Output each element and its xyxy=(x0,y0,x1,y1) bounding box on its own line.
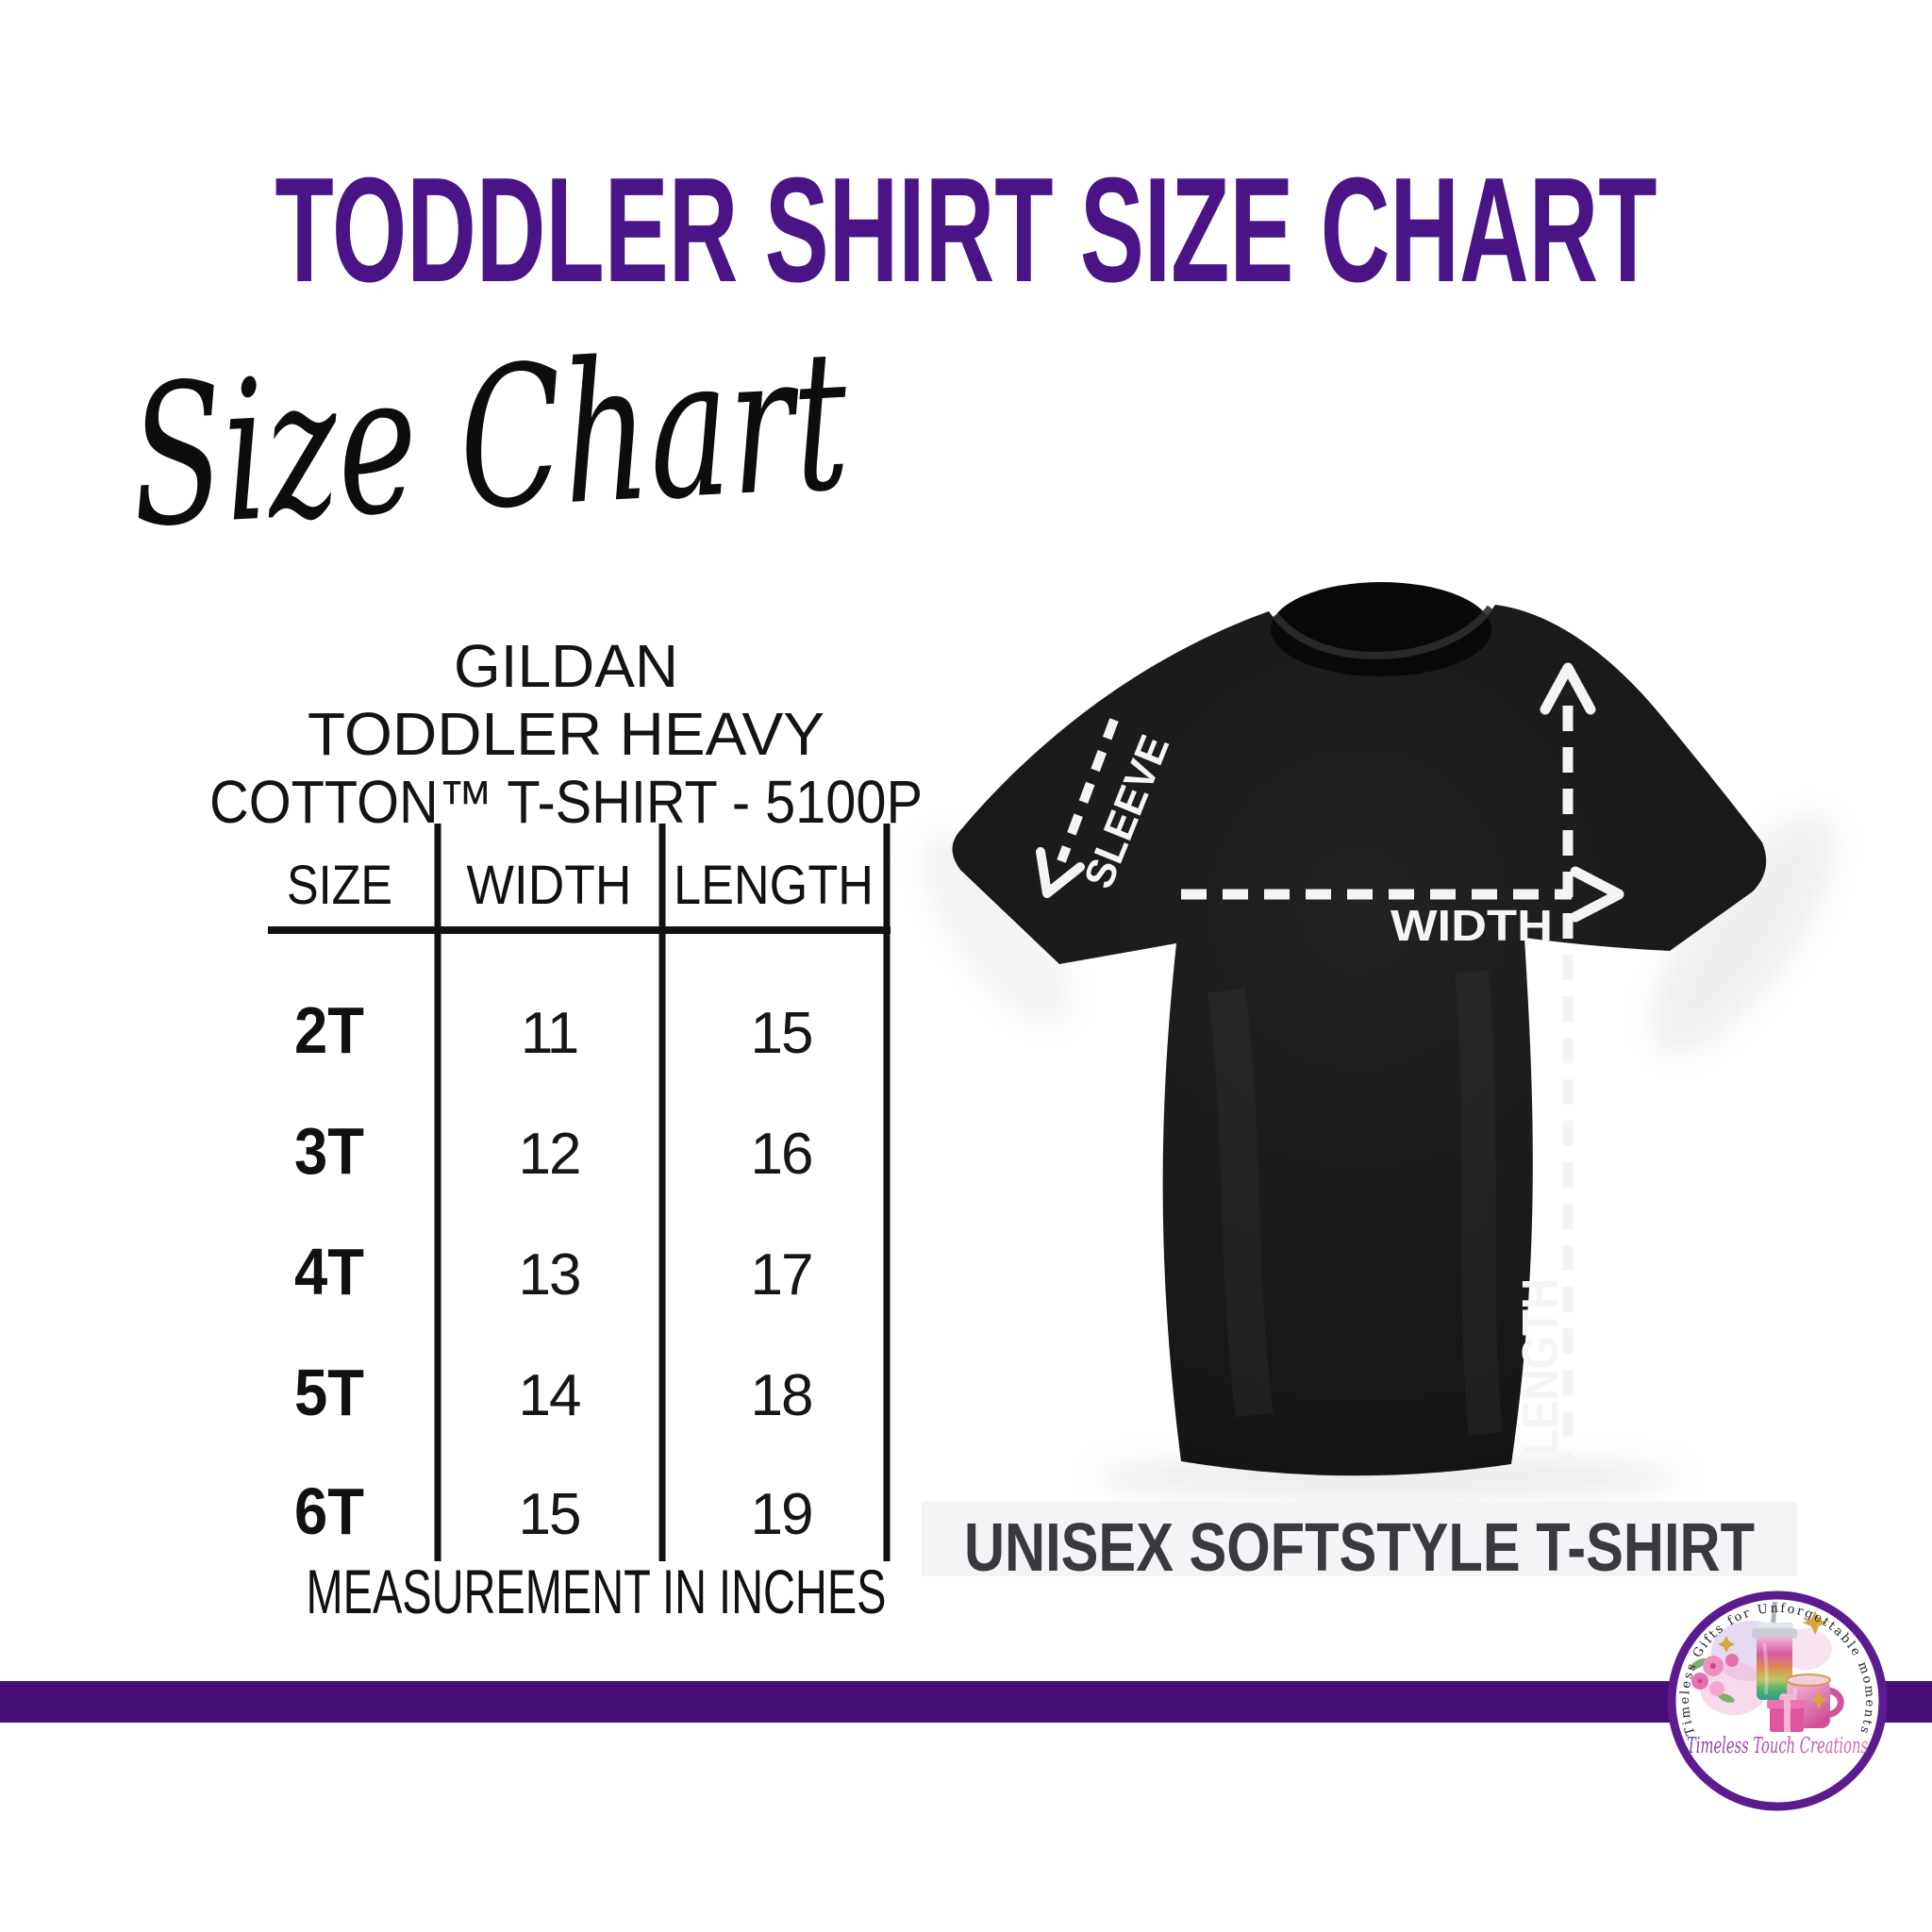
table-row: 4T 13 17 xyxy=(294,1235,813,1308)
cell-length: 17 xyxy=(751,1242,812,1307)
table-row: 3T 12 16 xyxy=(294,1114,813,1188)
cell-width: 12 xyxy=(519,1122,580,1187)
table-row: 5T 14 18 xyxy=(294,1356,813,1429)
product-name-line-1: GILDAN xyxy=(454,632,678,700)
cell-length: 18 xyxy=(751,1363,812,1428)
collar-seam xyxy=(1272,605,1494,659)
fold-highlight xyxy=(1208,988,1274,1418)
cell-length: 15 xyxy=(751,1001,812,1066)
cell-width: 14 xyxy=(519,1363,580,1428)
table-row: 6T 15 19 xyxy=(294,1474,813,1548)
column-header-length: LENGTH xyxy=(674,855,874,916)
caption-text: UNISEX SOFTSTYLE T-SHIRT xyxy=(964,1510,1755,1586)
product-name-line-2: TODDLER HEAVY xyxy=(308,700,824,768)
tumbler-illustration xyxy=(1752,1601,1797,1700)
footer-bar xyxy=(0,1681,1932,1723)
cell-width: 11 xyxy=(521,1001,577,1066)
cell-size: 5T xyxy=(294,1356,364,1429)
table-row: 2T 11 15 xyxy=(294,993,813,1067)
shirt-shadow xyxy=(922,833,1071,1025)
flowers-illustration xyxy=(1690,1654,1739,1703)
cell-length: 19 xyxy=(751,1482,812,1547)
tshirt-graphic xyxy=(952,605,1767,1476)
collar xyxy=(1271,582,1491,676)
size-table: SIZE WIDTH LENGTH 2T 11 15 3T 12 16 4T 1… xyxy=(268,824,891,1626)
sleeve-arrowhead xyxy=(1036,847,1085,898)
caption-bar-bg xyxy=(922,1502,1797,1576)
cell-width: 15 xyxy=(519,1482,580,1547)
caption-bar: UNISEX SOFTSTYLE T-SHIRT xyxy=(922,1502,1797,1586)
cell-width: 13 xyxy=(519,1242,580,1307)
length-arrowhead xyxy=(1540,662,1596,715)
script-heading: Size Chart xyxy=(125,308,854,570)
tshirt-diagram: WIDTH LENGTH SLEEVE xyxy=(922,582,1836,1498)
width-arrowhead xyxy=(1570,866,1624,923)
cell-size: 4T xyxy=(294,1235,364,1308)
logo-brand-name: Timeless Touch Creations xyxy=(1687,1734,1868,1758)
sparkle-icon xyxy=(1718,1610,1828,1709)
cell-length: 16 xyxy=(751,1122,812,1187)
shirt-shadow xyxy=(1651,814,1836,1054)
measurement-note: MEASUREMENT IN INCHES xyxy=(307,1557,887,1626)
column-header-size: SIZE xyxy=(287,855,392,916)
sleeve-arrow xyxy=(1057,718,1119,863)
gift-illustration xyxy=(1767,1693,1807,1732)
cell-size: 6T xyxy=(294,1474,364,1548)
page-title: TODDLER SHIRT SIZE CHART xyxy=(275,147,1657,313)
cell-size: 3T xyxy=(294,1114,364,1188)
length-label: LENGTH xyxy=(1512,1278,1569,1456)
brand-logo: Timeless Gifts for Unforgettable moments… xyxy=(1667,1591,1888,1811)
column-header-width: WIDTH xyxy=(467,855,632,916)
product-name-line-3: COTTON™ T-SHIRT - 5100P xyxy=(209,768,923,836)
fold-highlight xyxy=(1455,970,1503,1436)
cell-size: 2T xyxy=(294,993,364,1067)
product-name: GILDAN TODDLER HEAVY COTTON™ T-SHIRT - 5… xyxy=(209,632,923,836)
width-label: WIDTH xyxy=(1391,901,1553,950)
